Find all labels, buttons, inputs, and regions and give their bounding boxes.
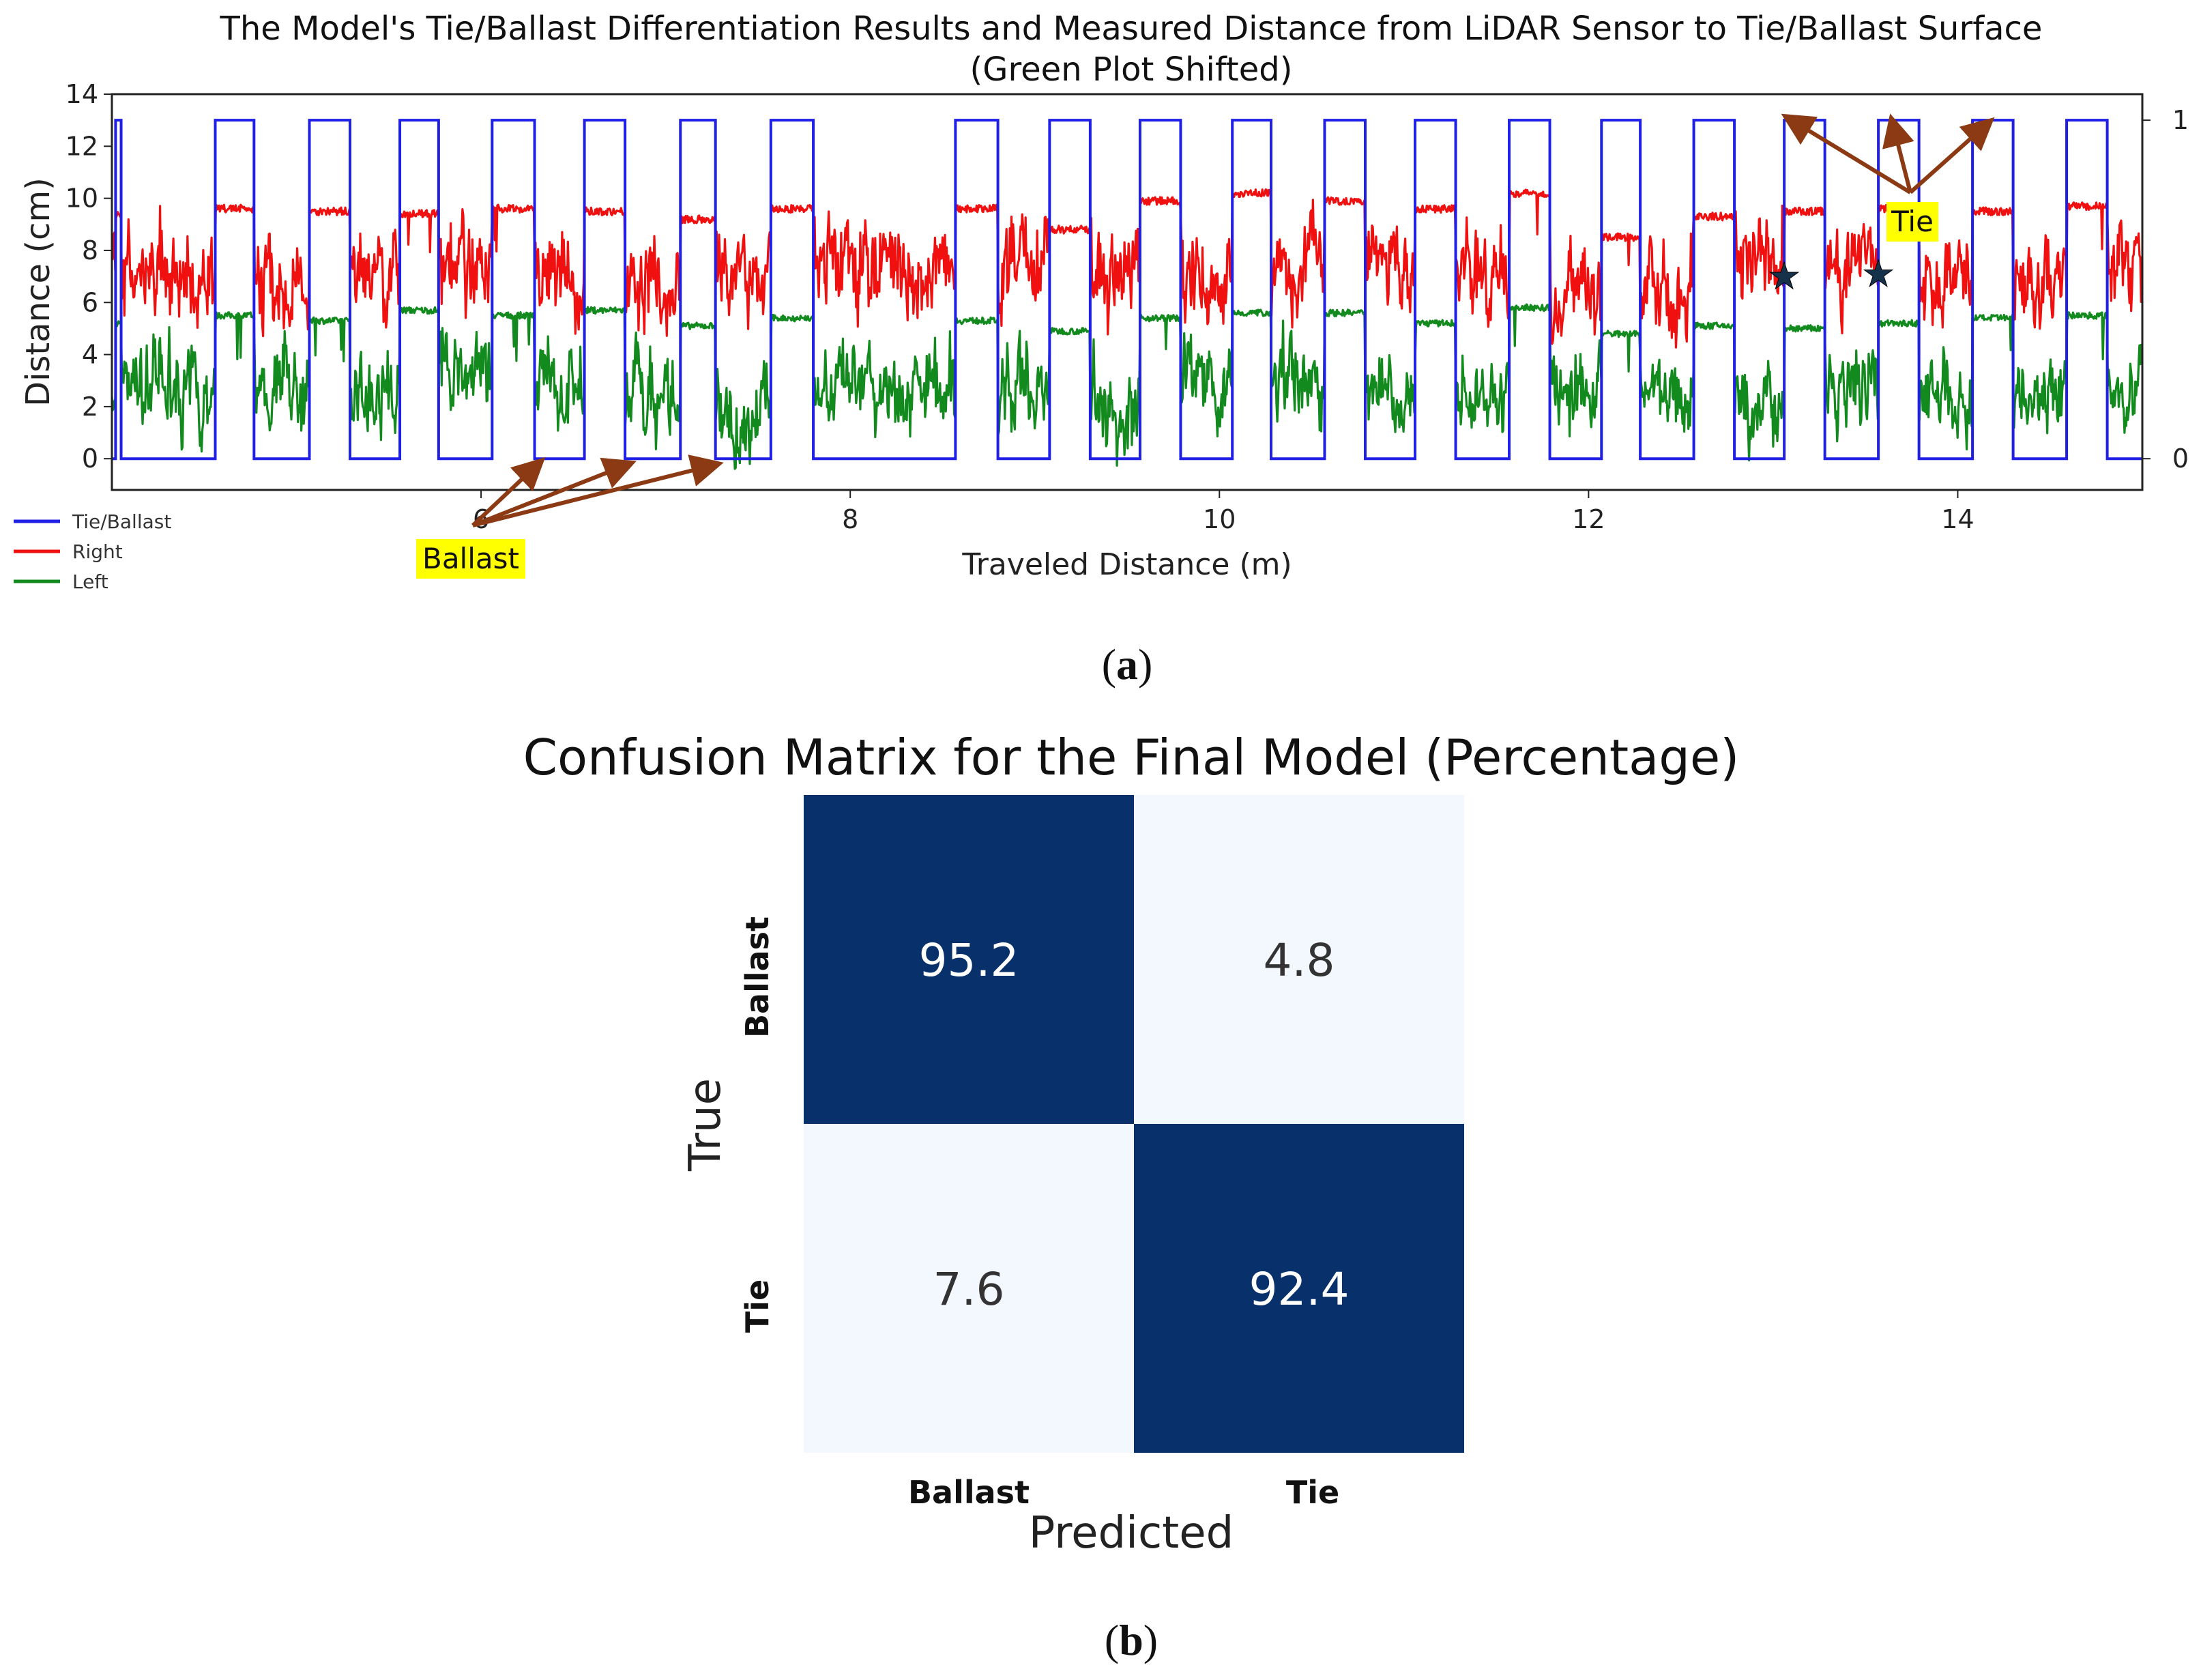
y2-tick-label: 1 <box>2172 105 2189 135</box>
legend-label-left: Left <box>72 570 108 593</box>
tie-arrow <box>1882 113 1914 193</box>
y2-tick-label: 0 <box>2172 444 2189 474</box>
axis-ticks: 681012140246810121401 <box>65 79 2189 534</box>
x-tick-label: 8 <box>842 504 858 534</box>
tie-label-highlight <box>1886 202 1938 242</box>
x-axis-label: Traveled Distance (m) <box>961 547 1292 582</box>
legend-label-right: Right <box>72 540 123 563</box>
x-tick-label: 14 <box>1941 504 1974 534</box>
heatmap-y-axis-label: True <box>680 1078 731 1172</box>
annotations: Ballast Tie ★ ★ <box>416 113 1995 579</box>
heatmap-x-tick-label: Tie <box>1286 1474 1339 1511</box>
heatmap-y-tick-label: Ballast <box>739 916 776 1038</box>
y-tick-label: 10 <box>65 184 98 214</box>
y-tick-label: 0 <box>82 444 98 474</box>
heatmap-cell <box>1134 1124 1464 1453</box>
plot-frame <box>111 93 2144 491</box>
legend-label-tie-ballast: Tie/Ballast <box>72 510 171 533</box>
heatmap-value: 4.8 <box>1264 934 1335 987</box>
series-right-line <box>112 188 2142 349</box>
heatmap-x-axis-label: Predicted <box>1029 1508 1234 1559</box>
chart-b-title: Confusion Matrix for the Final Model (Pe… <box>523 729 1740 786</box>
chart-a-title-line2: (Green Plot Shifted) <box>970 50 1293 89</box>
plot-area <box>112 119 2142 470</box>
heatmap-cell <box>1134 795 1464 1124</box>
panel-a: The Model's Tie/Ballast Differentiation … <box>14 10 2189 689</box>
legend: Tie/Ballast Right Left <box>14 510 171 593</box>
heatmap-value: 95.2 <box>919 934 1019 987</box>
ballast-arrow <box>471 457 637 527</box>
ballast-arrow <box>472 454 724 527</box>
y-tick-label: 2 <box>82 392 98 422</box>
x-tick-label: 12 <box>1572 504 1605 534</box>
x-tick-label: 10 <box>1203 504 1236 534</box>
star-marker: ★ <box>1862 252 1895 295</box>
panel-b: Confusion Matrix for the Final Model (Pe… <box>523 729 1740 1664</box>
panel-b-caption-letter: b <box>1119 1616 1143 1664</box>
y-tick-label: 6 <box>82 287 98 317</box>
tie-arrow <box>1781 113 1912 194</box>
ballast-label-highlight <box>416 539 525 579</box>
panel-a-caption: (a) <box>1102 640 1153 689</box>
heatmap-value: 7.6 <box>933 1263 1005 1316</box>
heatmap-value: 92.4 <box>1249 1263 1350 1316</box>
y-axis-label: Distance (cm) <box>19 177 57 407</box>
y-tick-label: 8 <box>82 235 98 265</box>
y-tick-label: 12 <box>65 131 98 161</box>
heatmap-y-tick-label: Tie <box>739 1279 776 1333</box>
tie-label: Tie <box>1891 205 1934 238</box>
chart-a-title-line1: The Model's Tie/Ballast Differentiation … <box>220 10 2043 48</box>
star-marker: ★ <box>1768 255 1801 298</box>
arrow-group <box>471 113 1995 527</box>
tie-arrow <box>1909 117 1995 194</box>
series-left-line <box>112 303 2142 470</box>
heatmap: 95.2 4.8 7.6 92.4 Ballast Tie Ballast Tie <box>739 795 1464 1511</box>
ballast-arrow <box>471 457 546 527</box>
series-layer <box>112 119 2142 470</box>
heatmap-cell <box>804 795 1134 1124</box>
heatmap-x-tick-label: Ballast <box>908 1474 1030 1511</box>
ballast-label: Ballast <box>422 542 519 575</box>
series-tie-ballast-line <box>112 119 2142 461</box>
y-tick-label: 14 <box>65 79 98 109</box>
heatmap-cell <box>804 1124 1134 1453</box>
panel-a-caption-letter: a <box>1116 640 1138 689</box>
panel-b-caption: (b) <box>1105 1616 1158 1664</box>
y-tick-label: 4 <box>82 340 98 370</box>
